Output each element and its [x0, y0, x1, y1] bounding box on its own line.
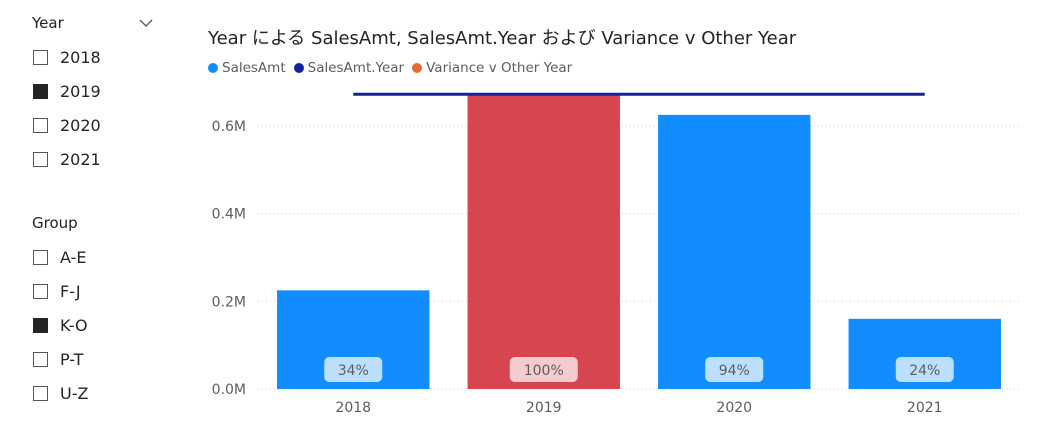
legend-label: Variance v Other Year — [426, 60, 573, 76]
group-slicer-item-label: K-O — [60, 315, 88, 335]
x-tick-label: 2019 — [526, 400, 562, 416]
group-slicer-item-label: U-Z — [60, 383, 89, 403]
group-slicer-title: Group — [32, 214, 78, 232]
data-label: 24% — [909, 363, 940, 379]
year-slicer-item[interactable]: 2019 — [32, 74, 167, 108]
data-label: 34% — [338, 363, 369, 379]
year-slicer-title: Year — [32, 14, 64, 32]
y-tick-label: 0.4M — [212, 207, 246, 223]
legend-dot-icon — [293, 63, 304, 73]
year-slicer-item-label: 2019 — [60, 81, 101, 101]
sales-chart: 0.0M 0.2M 0.4M 0.6M 2018 34% 2019 100% 2020 94% 20… — [200, 22, 1030, 422]
year-slicer-item-label: 2021 — [60, 149, 101, 169]
chevron-down-icon[interactable] — [138, 14, 154, 27]
checkbox[interactable] — [33, 351, 48, 367]
bar — [658, 114, 811, 390]
legend-item[interactable]: Variance v Other Year — [412, 60, 572, 76]
year-slicer-item[interactable]: 2018 — [32, 40, 167, 74]
checkbox[interactable] — [33, 83, 48, 99]
legend-label: SalesAmt — [222, 60, 286, 76]
data-label: 94% — [719, 363, 750, 379]
group-slicer-item[interactable]: K-O — [32, 308, 167, 342]
group-slicer-item[interactable]: A-E — [32, 240, 167, 274]
data-label: 100% — [524, 363, 564, 379]
checkbox[interactable] — [33, 249, 48, 265]
data-label-background — [705, 357, 764, 382]
y-tick-label: 0.6M — [212, 119, 246, 135]
year-slicer-item-label: 2018 — [60, 47, 101, 67]
y-tick-label: 0.2M — [212, 294, 246, 310]
legend-dot-icon — [412, 63, 423, 73]
group-slicer-header: Group — [32, 212, 167, 236]
legend-dot-icon — [208, 63, 218, 73]
y-tick-label: 0.0M — [212, 382, 246, 398]
group-slicer: Group A-E F-J K-O P-T U-Z — [32, 212, 167, 410]
year-slicer-item-label: 2020 — [60, 115, 101, 135]
checkbox[interactable] — [33, 151, 48, 167]
group-slicer-items: A-E F-J K-O P-T U-Z — [32, 240, 167, 410]
checkbox[interactable] — [33, 317, 48, 333]
year-slicer-item[interactable]: 2021 — [32, 142, 167, 176]
checkbox[interactable] — [33, 283, 48, 299]
year-slicer-header: Year — [32, 12, 167, 36]
bar — [467, 94, 620, 389]
year-slicer-item[interactable]: 2020 — [32, 108, 167, 142]
group-slicer-item[interactable]: F-J — [32, 274, 167, 308]
x-tick-label: 2021 — [907, 400, 943, 416]
data-label-background — [324, 357, 383, 382]
chart-legend: SalesAmt SalesAmt.Year Variance v Other Ye… — [208, 60, 580, 76]
data-label-background — [509, 357, 578, 382]
year-slicer-items: 2018 2019 2020 2021 — [32, 40, 167, 176]
group-slicer-item[interactable]: U-Z — [32, 376, 167, 410]
year-slicer: Year 2018 2019 2020 2021 — [32, 12, 167, 176]
x-tick-label: 2020 — [716, 400, 752, 416]
checkbox[interactable] — [33, 117, 48, 133]
group-slicer-item-label: P-T — [60, 349, 84, 369]
group-slicer-item[interactable]: P-T — [32, 342, 167, 376]
chart-plot: 0.0M 0.2M 0.4M 0.6M 2018 34% 2019 100% 2020 94% 20… — [212, 92, 1020, 416]
legend-item[interactable]: SalesAmt — [208, 60, 286, 76]
legend-label: SalesAmt.Year — [307, 60, 405, 76]
chart-title: Year による SalesAmt, SalesAmt.Year および Var… — [208, 28, 797, 49]
group-slicer-item-label: F-J — [60, 281, 81, 301]
legend-item[interactable]: SalesAmt.Year — [293, 60, 405, 76]
data-label-background — [895, 357, 954, 382]
checkbox[interactable] — [33, 385, 48, 401]
checkbox[interactable] — [33, 49, 48, 65]
x-tick-label: 2018 — [335, 400, 371, 416]
group-slicer-item-label: A-E — [60, 247, 87, 267]
